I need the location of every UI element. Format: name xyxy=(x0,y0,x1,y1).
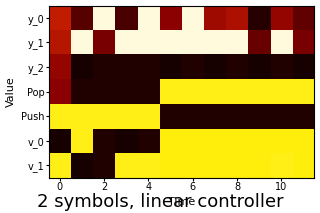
Text: 2 symbols, linear controller: 2 symbols, linear controller xyxy=(37,193,283,211)
X-axis label: Time: Time xyxy=(168,197,195,207)
Y-axis label: Value: Value xyxy=(5,76,16,107)
